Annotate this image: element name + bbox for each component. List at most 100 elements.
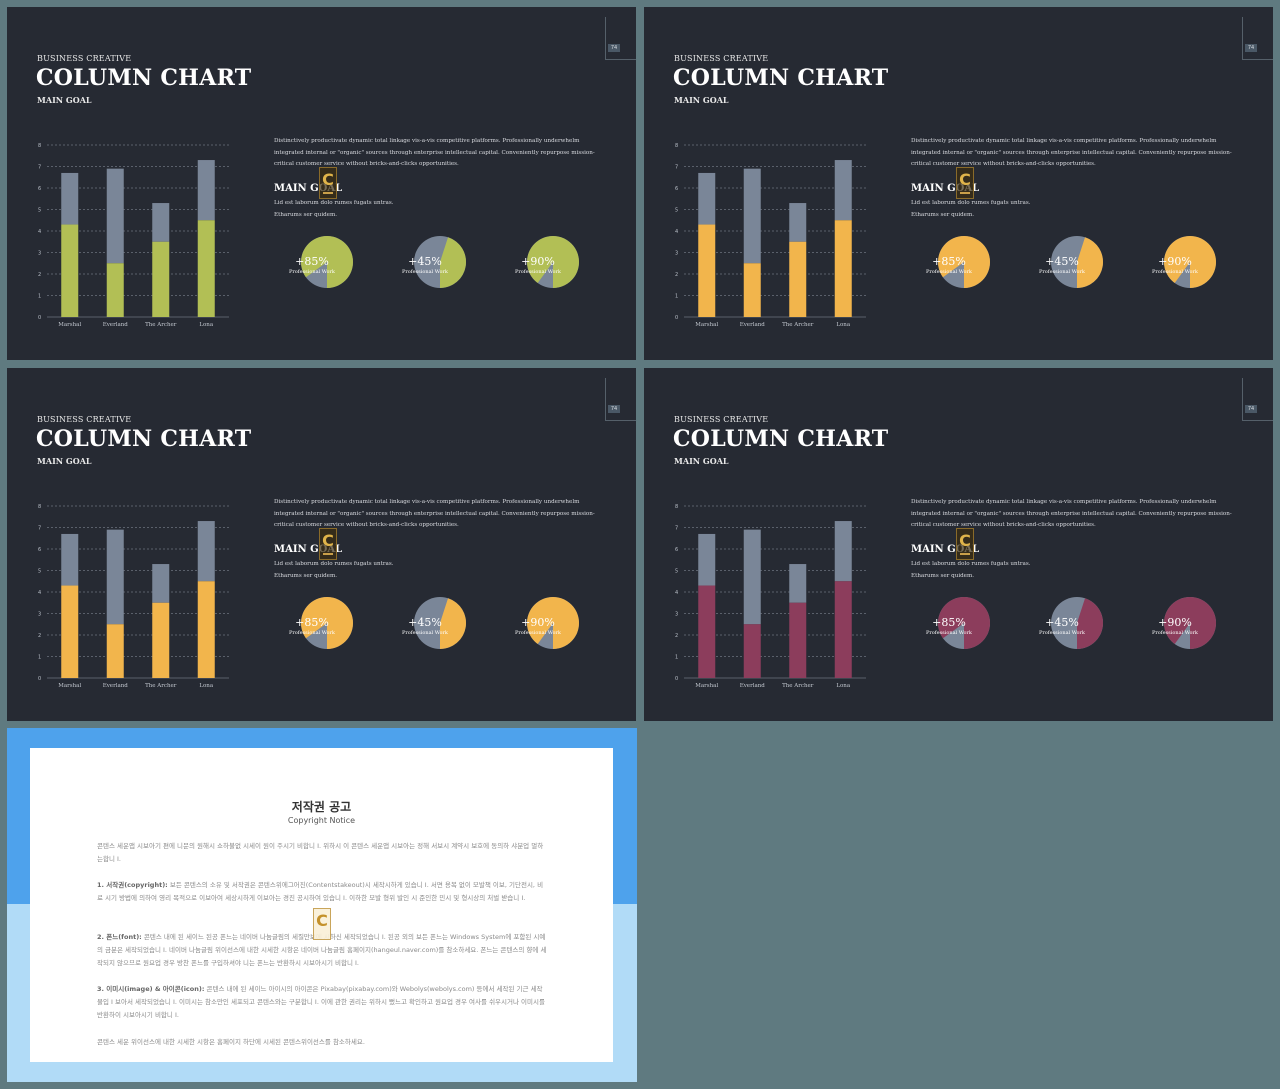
- notice-title: 저작권 공고: [291, 800, 352, 814]
- x-category-label: Lona: [836, 683, 851, 689]
- y-tick-label: 0: [38, 315, 41, 321]
- x-category-label: Everland: [103, 322, 129, 328]
- y-tick-label: 5: [38, 569, 41, 575]
- y-tick-label: 5: [675, 208, 678, 214]
- x-category-label: Everland: [103, 683, 129, 689]
- y-tick-label: 8: [38, 143, 41, 149]
- pie-chart: [527, 236, 579, 288]
- goal-line-1: Lid est laborum dolo rumes fugats untras…: [911, 200, 1031, 206]
- pie-percent: +90%: [521, 616, 555, 629]
- corner-rule-vertical: [605, 378, 606, 420]
- copyright-notice-panel[interactable]: 저작권 공고 Copyright Notice 콘텐스 세운앱 시보아기 편에 …: [7, 728, 637, 1082]
- y-tick-label: 5: [675, 569, 678, 575]
- goal-line-2: Etharums ser quidem.: [911, 573, 975, 579]
- body-paragraph: Distinctively productivate dynamic total…: [911, 499, 1232, 528]
- bar-segment-lower: [152, 241, 170, 317]
- pie-slice-value: [1077, 237, 1103, 288]
- pie-percent: +45%: [408, 616, 442, 629]
- pie-percent: +45%: [1045, 616, 1079, 629]
- corner-rule-horizontal: [605, 59, 636, 60]
- notice-paragraph-image: 3. 이미시(image) & 아이콘(icon): 콘텐스 내에 된 세이느 …: [97, 985, 545, 1019]
- pie-slice-value: [527, 597, 579, 649]
- page-number: 74: [608, 405, 620, 413]
- goal-title: MAIN GOAL: [274, 183, 343, 194]
- watermark-logo: C: [956, 528, 974, 560]
- pie-percent: +85%: [295, 616, 329, 629]
- pie-percent: +90%: [521, 255, 555, 268]
- bar-segment-upper: [834, 521, 852, 582]
- y-tick-label: 0: [675, 315, 678, 321]
- y-tick-label: 4: [675, 229, 678, 235]
- goal-line-2: Etharums ser quidem.: [911, 212, 975, 218]
- bar-segment-upper: [152, 203, 170, 242]
- slide-thumbnail-3[interactable]: 74 BUSINESS CREATIVE COLUMN CHART MAIN G…: [7, 368, 636, 721]
- bar-segment-upper: [743, 529, 761, 625]
- pie-percent: +45%: [408, 255, 442, 268]
- pie-label: Professional Work: [289, 630, 335, 636]
- x-category-label: Marshal: [58, 322, 81, 328]
- slide-kicker: BUSINESS CREATIVE: [674, 415, 769, 424]
- y-tick-label: 2: [38, 633, 41, 639]
- x-category-label: Lona: [836, 322, 851, 328]
- pie-slice-value: [1077, 598, 1103, 649]
- pie-percent: +85%: [295, 255, 329, 268]
- x-category-label: Marshal: [58, 683, 81, 689]
- pie-label: Professional Work: [515, 269, 561, 275]
- slide-title: COLUMN CHART: [673, 426, 889, 452]
- slide-subtitle: MAIN GOAL: [37, 456, 92, 466]
- y-tick-label: 5: [38, 208, 41, 214]
- pie-label: Professional Work: [289, 269, 335, 275]
- corner-rule-horizontal: [605, 420, 636, 421]
- pie-label: Professional Work: [402, 630, 448, 636]
- pie-label: Professional Work: [1152, 269, 1198, 275]
- bar-segment-lower: [789, 602, 807, 678]
- pie-percent: +85%: [932, 255, 966, 268]
- y-tick-label: 0: [675, 676, 678, 682]
- pie-label: Professional Work: [1039, 630, 1085, 636]
- slide-thumbnail-1[interactable]: 74 BUSINESS CREATIVE COLUMN CHART MAIN G…: [7, 7, 636, 360]
- bar-segment-lower: [834, 220, 852, 317]
- bar-segment-lower: [743, 263, 761, 317]
- slide-kicker: BUSINESS CREATIVE: [37, 415, 132, 424]
- y-tick-label: 6: [38, 547, 41, 553]
- bar-segment-lower: [789, 241, 807, 317]
- y-tick-label: 2: [675, 272, 678, 278]
- bar-segment-upper: [197, 521, 215, 582]
- slide-title: COLUMN CHART: [36, 426, 252, 452]
- bar-segment-lower: [106, 624, 124, 678]
- y-tick-label: 4: [675, 590, 678, 596]
- pie-slice-value: [938, 236, 990, 288]
- pie-label: Professional Work: [515, 630, 561, 636]
- y-tick-label: 8: [675, 143, 678, 149]
- slide-thumbnail-2[interactable]: 74 BUSINESS CREATIVE COLUMN CHART MAIN G…: [644, 7, 1273, 360]
- pie-slice-value: [440, 598, 466, 649]
- pie-percent: +85%: [932, 616, 966, 629]
- page-number: 74: [608, 44, 620, 52]
- pie-chart: [1051, 597, 1103, 649]
- pie-chart: [1164, 597, 1216, 649]
- watermark-logo: C: [319, 528, 337, 560]
- watermark-logo: C: [319, 167, 337, 199]
- body-paragraph: Distinctively productivate dynamic total…: [274, 499, 595, 528]
- slide-subtitle: MAIN GOAL: [674, 456, 729, 466]
- slide-thumbnail-4[interactable]: 74 BUSINESS CREATIVE COLUMN CHART MAIN G…: [644, 368, 1273, 721]
- pie-chart: [938, 597, 990, 649]
- slide-kicker: BUSINESS CREATIVE: [674, 54, 769, 63]
- bar-segment-lower: [197, 220, 215, 317]
- notice-paragraph-license: 콘텐스 세운 위이선스에 내한 시세한 시항은 홈페이지 하단에 시세된 콘텐스…: [97, 1038, 365, 1046]
- bar-segment-lower: [834, 581, 852, 678]
- x-category-label: Everland: [740, 322, 766, 328]
- bar-segment-lower: [61, 224, 79, 317]
- pie-chart: [527, 597, 579, 649]
- bar-segment-lower: [197, 581, 215, 678]
- bar-segment-lower: [61, 585, 79, 678]
- y-tick-label: 6: [675, 186, 678, 192]
- x-category-label: The Archer: [145, 322, 177, 328]
- pie-chart: [301, 236, 353, 288]
- bar-segment-upper: [834, 160, 852, 221]
- corner-rule-vertical: [1242, 17, 1243, 59]
- bar-segment-upper: [789, 564, 807, 603]
- x-category-label: The Archer: [782, 683, 814, 689]
- x-category-label: Marshal: [695, 683, 718, 689]
- goal-line-1: Lid est laborum dolo rumes fugats untras…: [274, 200, 394, 206]
